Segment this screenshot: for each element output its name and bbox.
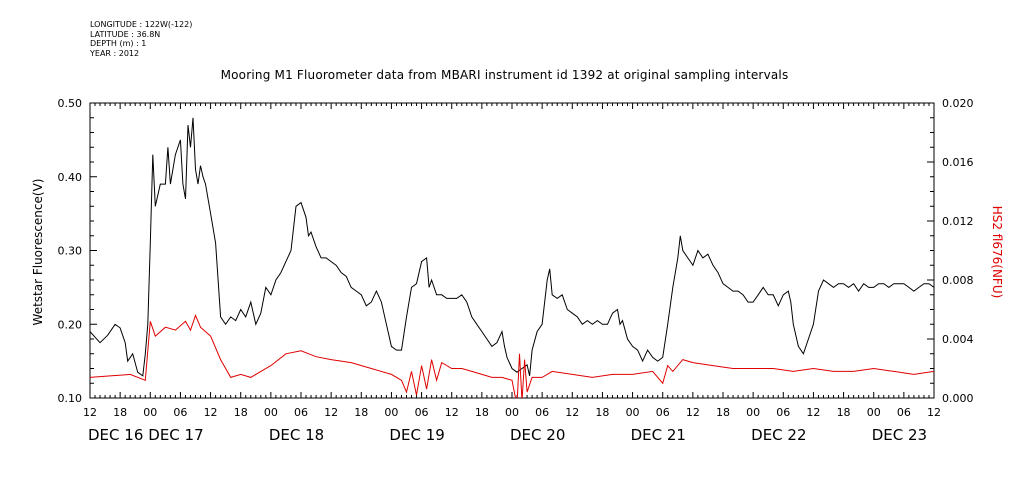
x-tick-label: 12: [445, 406, 459, 419]
y-right-tick-label: 0.000: [942, 392, 974, 405]
x-tick-label: 00: [746, 406, 760, 419]
y-right-tick-label: 0.016: [942, 156, 974, 169]
latitude-text: LATITUDE : 36.8N: [90, 29, 161, 39]
x-tick-label: 18: [837, 406, 851, 419]
x-tick-label: 12: [806, 406, 820, 419]
x-tick-label: 18: [716, 406, 730, 419]
x-tick-label: 18: [234, 406, 248, 419]
y-left-tick-label: 0.50: [58, 97, 83, 110]
x-tick-label: 06: [897, 406, 911, 419]
x-tick-label: 12: [565, 406, 579, 419]
y-left-tick-label: 0.40: [58, 171, 83, 184]
x-tick-label: 06: [294, 406, 308, 419]
x-day-label: DEC 21: [631, 426, 686, 444]
x-tick-label: 12: [686, 406, 700, 419]
y-axis-right-label: HS2 fl676(NFU): [990, 206, 1004, 299]
x-tick-label: 00: [867, 406, 881, 419]
x-day-label: DEC 22: [751, 426, 806, 444]
y-right-tick-label: 0.020: [942, 97, 974, 110]
x-day-label: DEC 17: [148, 426, 203, 444]
x-tick-label: 18: [595, 406, 609, 419]
y-right-tick-label: 0.008: [942, 274, 974, 287]
x-tick-label: 12: [324, 406, 338, 419]
y-left-tick-label: 0.30: [58, 245, 83, 258]
x-tick-label: 18: [113, 406, 127, 419]
x-tick-label: 18: [475, 406, 489, 419]
x-tick-label: 00: [384, 406, 398, 419]
x-tick-label: 00: [264, 406, 278, 419]
x-tick-label: 12: [927, 406, 941, 419]
x-tick-label: 00: [626, 406, 640, 419]
x-day-label: DEC 23: [872, 426, 927, 444]
x-tick-label: 06: [776, 406, 790, 419]
longitude-text: LONGITUDE : 122W(-122): [90, 20, 193, 29]
x-tick-label: 18: [354, 406, 368, 419]
plot-area: [90, 117, 934, 398]
depth-text: DEPTH (m) : 1: [90, 39, 147, 48]
y-left-tick-label: 0.10: [58, 392, 83, 405]
x-tick-label: 12: [204, 406, 218, 419]
y-right-tick-label: 0.012: [942, 215, 974, 228]
x-tick-label: 00: [143, 406, 157, 419]
x-tick-label: 12: [83, 406, 97, 419]
y-right-tick-label: 0.004: [942, 333, 974, 346]
x-tick-label: 06: [535, 406, 549, 419]
x-tick-label: 06: [415, 406, 429, 419]
x-day-label: DEC 19: [389, 426, 444, 444]
series-line-right: [90, 313, 934, 398]
x-tick-label: 00: [505, 406, 519, 419]
axes-group: 12 18 00 06 12 18 00 06 12 18 00 06 12 18 00 06 12 18 00 06…: [58, 97, 974, 444]
y-axis-left-label: Wetstar Fluorescence(V): [31, 179, 45, 326]
x-tick-label: 06: [656, 406, 670, 419]
y-left-tick-label: 0.20: [58, 318, 83, 331]
x-day-label: DEC 16: [88, 426, 143, 444]
year-text: YEAR : 2012: [90, 48, 140, 58]
metadata-block: LONGITUDE : 122W(-122) LATITUDE : 36.8N …: [90, 20, 192, 58]
x-day-label: DEC 18: [269, 426, 324, 444]
series-line-left: [90, 117, 934, 377]
chart-title: Mooring M1 Fluorometer data from MBARI i…: [220, 68, 789, 82]
x-tick-label: 06: [173, 406, 187, 419]
x-day-label: DEC 20: [510, 426, 565, 444]
